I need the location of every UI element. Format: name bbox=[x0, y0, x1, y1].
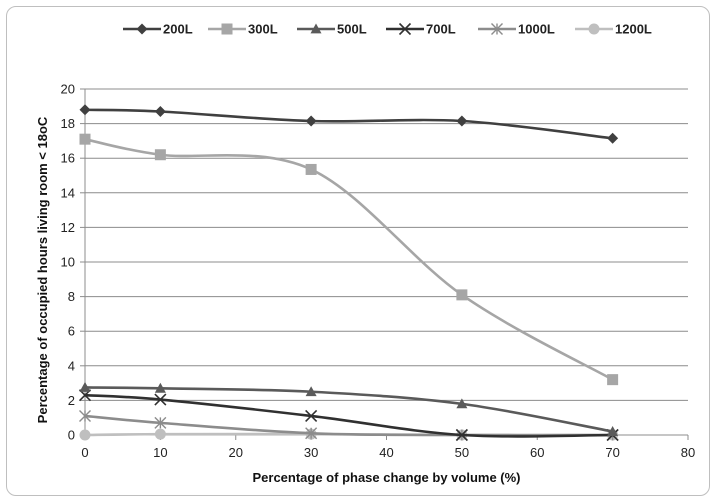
y-tick-label: 16 bbox=[61, 151, 75, 166]
data-point-500l bbox=[154, 382, 166, 393]
x-tick-label: 30 bbox=[304, 445, 318, 460]
y-tick-label: 0 bbox=[68, 428, 75, 443]
legend-marker-1000l bbox=[491, 23, 503, 35]
y-tick-label: 14 bbox=[61, 185, 75, 200]
x-tick-label: 10 bbox=[153, 445, 167, 460]
data-point-200l bbox=[607, 132, 619, 144]
y-tick-label: 8 bbox=[68, 289, 75, 304]
series-line-300l bbox=[84, 137, 614, 381]
x-tick-label: 60 bbox=[530, 445, 544, 460]
legend-marker-700l bbox=[398, 22, 412, 36]
x-tick-label: 70 bbox=[605, 445, 619, 460]
legend-marker-500l bbox=[310, 23, 322, 34]
legend-label-1200l: 1200L bbox=[615, 22, 652, 37]
y-axis-title: Percentage of occupied hours living room… bbox=[35, 116, 50, 423]
legend-item-300l: 300L bbox=[208, 22, 278, 37]
legend-label-1000l: 1000L bbox=[518, 22, 555, 37]
y-tick-label: 4 bbox=[68, 358, 75, 373]
data-point-700l bbox=[154, 393, 167, 406]
legend-label-200l: 200L bbox=[163, 22, 193, 37]
legend-item-1000l: 1000L bbox=[478, 22, 555, 37]
legend-item-700l: 700L bbox=[386, 22, 456, 37]
legend-marker-1200l bbox=[588, 23, 600, 35]
legend-item-1200l: 1200L bbox=[575, 22, 652, 37]
x-tick-label: 80 bbox=[681, 445, 695, 460]
y-tick-label: 6 bbox=[68, 324, 75, 339]
series-line-200l bbox=[84, 108, 613, 140]
y-tick-label: 10 bbox=[61, 255, 75, 270]
data-point-300l bbox=[154, 149, 166, 161]
tick-labels: 0 2 4 6 8 10 12 14 16 18 20 0 10 20 30 40 50 60 70 80 bbox=[61, 82, 696, 461]
x-tick-label: 40 bbox=[379, 445, 393, 460]
grid-lines bbox=[85, 88, 688, 401]
data-point-200l bbox=[79, 104, 91, 116]
series-lines bbox=[78, 104, 619, 442]
data-point-1200l bbox=[154, 428, 166, 440]
legend-marker-200l bbox=[136, 23, 148, 35]
data-point-300l bbox=[607, 374, 619, 386]
legend-marker-300l bbox=[221, 23, 233, 35]
data-point-300l bbox=[305, 163, 317, 175]
data-point-1000l bbox=[154, 416, 167, 429]
x-tick-label: 50 bbox=[455, 445, 469, 460]
legend-label-500l: 500L bbox=[337, 22, 367, 37]
data-point-200l bbox=[456, 115, 468, 127]
data-point-500l bbox=[456, 398, 468, 409]
x-tick-label: 0 bbox=[81, 445, 88, 460]
legend-item-500l: 500L bbox=[297, 22, 367, 37]
data-point-500l bbox=[607, 426, 619, 436]
data-point-300l bbox=[79, 133, 91, 145]
legend-label-700l: 700L bbox=[426, 22, 456, 37]
data-point-1000l bbox=[79, 409, 91, 422]
data-point-200l bbox=[305, 115, 317, 127]
x-axis-title: Percentage of phase change by volume (%) bbox=[252, 470, 520, 485]
legend-label-300l: 300L bbox=[248, 22, 278, 37]
series-line-500l bbox=[84, 386, 613, 433]
data-point-500l bbox=[305, 386, 317, 397]
series-line-700l bbox=[84, 393, 613, 438]
data-point-1200l bbox=[79, 429, 91, 441]
y-tick-label: 20 bbox=[61, 82, 75, 97]
data-point-300l bbox=[456, 289, 468, 301]
x-tick-label: 20 bbox=[229, 445, 243, 460]
chart-frame bbox=[6, 6, 710, 496]
legend: 200L 300L 500L 700L 1000L 1200L bbox=[123, 22, 652, 37]
data-point-200l bbox=[154, 105, 166, 117]
y-tick-label: 12 bbox=[61, 220, 75, 235]
y-tick-label: 18 bbox=[61, 116, 75, 131]
legend-item-200l: 200L bbox=[123, 22, 193, 37]
data-point-700l bbox=[305, 409, 318, 423]
data-point-1000l bbox=[305, 427, 318, 440]
y-tick-label: 2 bbox=[68, 393, 75, 408]
data-point-700l bbox=[455, 428, 468, 442]
data-point-500l bbox=[79, 381, 91, 392]
